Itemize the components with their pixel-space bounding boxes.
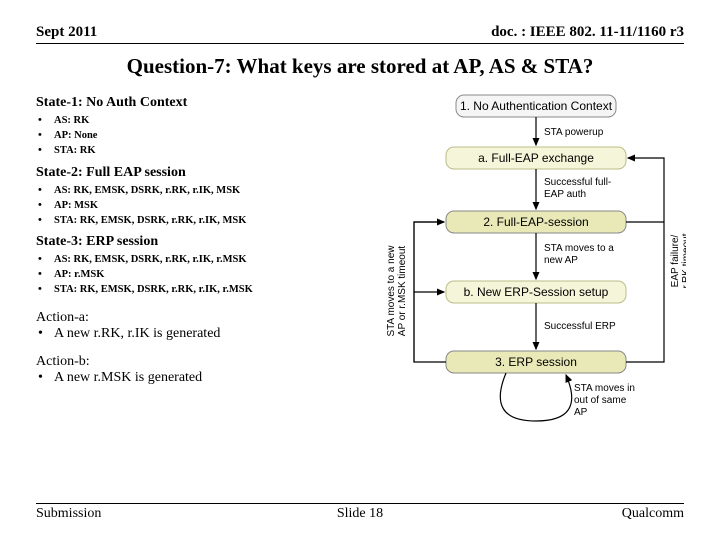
footer-row: Submission Slide 18 Qualcomm	[36, 503, 684, 522]
svg-text:STA powerup: STA powerup	[544, 127, 604, 138]
svg-text:EAP auth: EAP auth	[544, 189, 586, 200]
list-item: AS: RK	[54, 113, 366, 128]
header-right: doc. : IEEE 802. 11-11/1160 r3	[491, 24, 684, 41]
footer-left: Submission	[36, 506, 101, 522]
svg-text:out of same: out of same	[574, 395, 627, 406]
svg-text:b. New ERP-Session setup: b. New ERP-Session setup	[464, 285, 609, 299]
footer-right: Qualcomm	[622, 506, 684, 522]
action-b-list: A new r.MSK is generated	[36, 370, 366, 386]
state2-heading: State-2: Full EAP session	[36, 165, 366, 181]
footer-center: Slide 18	[337, 506, 383, 522]
list-item: AP: MSK	[54, 198, 366, 213]
list-item: AS: RK, EMSK, DSRK, r.RK, r.IK, MSK	[54, 183, 366, 198]
state2-list: AS: RK, EMSK, DSRK, r.RK, r.IK, MSK AP: …	[36, 183, 366, 229]
svg-text:Successful ERP: Successful ERP	[544, 321, 616, 332]
state1-list: AS: RK AP: None STA: RK	[36, 113, 366, 159]
diagram-column: 1. No Authentication Context STA powerup a…	[376, 91, 686, 461]
list-item: AP: r.MSK	[54, 267, 366, 282]
page-title: Question-7: What keys are stored at AP, …	[36, 54, 684, 79]
svg-text:STA moves to a: STA moves to a	[544, 243, 614, 254]
svg-text:2. Full-EAP-session: 2. Full-EAP-session	[483, 215, 588, 229]
header-left: Sept 2011	[36, 24, 97, 41]
svg-text:AP: AP	[574, 407, 588, 418]
state-diagram: 1. No Authentication Context STA powerup a…	[376, 91, 686, 461]
svg-text:a. Full-EAP exchange: a. Full-EAP exchange	[478, 151, 594, 165]
action-a-heading: Action-a:	[36, 310, 366, 326]
state1-heading: State-1: No Auth Context	[36, 95, 366, 111]
svg-text:STA moves in: STA moves in	[574, 383, 635, 394]
svg-text:3. ERP session: 3. ERP session	[495, 355, 577, 369]
state3-list: AS: RK, EMSK, DSRK, r.RK, r.IK, r.MSK AP…	[36, 252, 366, 298]
svg-text:new AP: new AP	[544, 255, 578, 266]
state3-heading: State-3: ERP session	[36, 234, 366, 250]
action-b-heading: Action-b:	[36, 354, 366, 370]
list-item: A new r.MSK is generated	[54, 370, 366, 386]
svg-text:1. No Authentication Context: 1. No Authentication Context	[460, 99, 613, 113]
svg-text:STA moves to a newAP or r.MSK: STA moves to a newAP or r.MSK timeout	[386, 245, 408, 337]
list-item: A new r.RK, r.IK is generated	[54, 326, 366, 342]
list-item: AS: RK, EMSK, DSRK, r.RK, r.IK, r.MSK	[54, 252, 366, 267]
action-a-list: A new r.RK, r.IK is generated	[36, 326, 366, 342]
header-row: Sept 2011 doc. : IEEE 802. 11-11/1160 r3	[36, 24, 684, 44]
list-item: STA: RK	[54, 143, 366, 158]
left-column: State-1: No Auth Context AS: RK AP: None…	[36, 91, 366, 461]
list-item: STA: RK, EMSK, DSRK, r.RK, r.IK, r.MSK	[54, 282, 366, 297]
list-item: STA: RK, EMSK, DSRK, r.RK, r.IK, MSK	[54, 213, 366, 228]
list-item: AP: None	[54, 128, 366, 143]
svg-text:Successful full-: Successful full-	[544, 177, 611, 188]
svg-text:EAP failure/r.RK timeout: EAP failure/r.RK timeout	[670, 233, 686, 288]
